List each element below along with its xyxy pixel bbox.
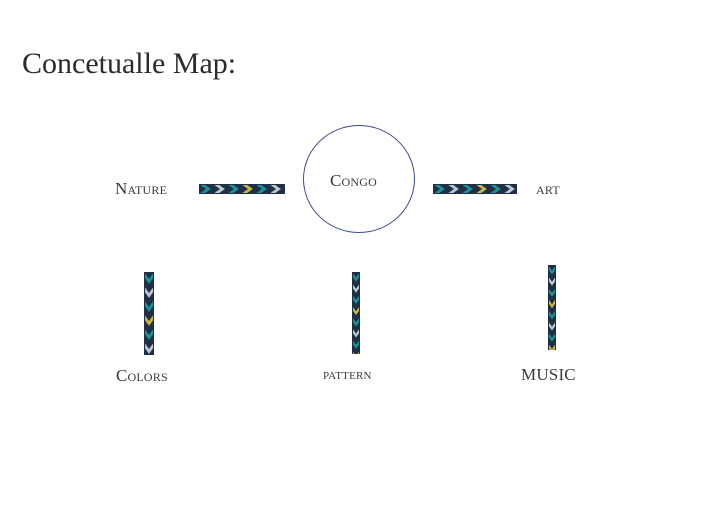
connector-pattern-graphic	[352, 272, 360, 354]
connector-colors	[144, 272, 154, 355]
page-title: Concetualle Map:	[22, 47, 237, 80]
node-pattern-label: PATTERN	[323, 366, 372, 383]
center-node-label: Congo	[330, 171, 378, 190]
node-colors-label: Colors	[116, 366, 168, 385]
connector-music	[548, 265, 556, 350]
connector-pattern-graphic	[548, 265, 556, 350]
connector-congo-art	[433, 184, 517, 194]
connector-pattern-graphic	[199, 184, 285, 194]
connector-pattern-graphic	[433, 184, 517, 194]
node-art-label: ART	[536, 179, 560, 198]
connector-pattern	[352, 272, 360, 354]
connector-pattern-graphic	[144, 272, 154, 355]
node-music-label: MUSIC	[521, 365, 576, 384]
connector-nature-congo	[199, 184, 285, 194]
node-nature-label: Nature	[115, 179, 168, 198]
center-node-circle	[303, 125, 415, 233]
